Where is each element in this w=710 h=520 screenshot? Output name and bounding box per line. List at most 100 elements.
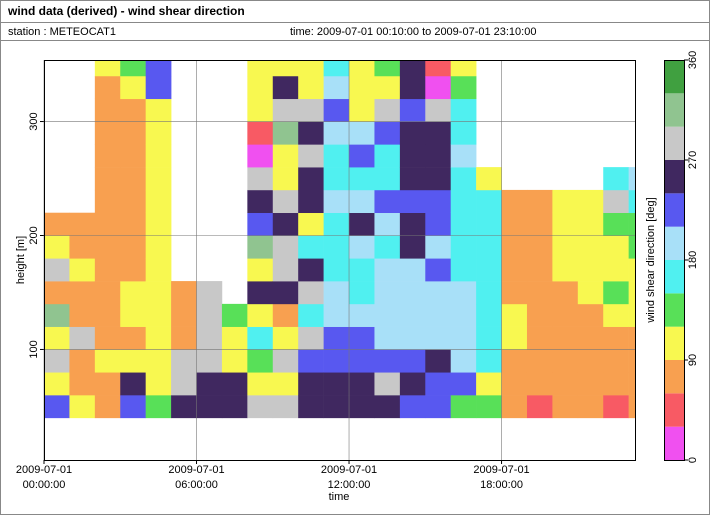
cell [425, 167, 452, 191]
plot-border [44, 60, 636, 461]
cell [577, 326, 604, 350]
cell [450, 189, 477, 214]
colorbar-segment [664, 160, 684, 194]
cell [120, 281, 146, 305]
cell [298, 144, 324, 168]
cell [603, 395, 629, 419]
time-range: time: 2009-07-01 00:10:00 to 2009-07-01 … [290, 26, 536, 38]
cell [145, 75, 172, 100]
cell [501, 303, 528, 327]
cell [374, 121, 401, 145]
cell [247, 349, 274, 373]
colorbar-segment [664, 426, 684, 460]
cell [120, 60, 146, 77]
cell [247, 75, 274, 100]
cell [399, 212, 426, 236]
cell [145, 349, 172, 373]
cell [298, 395, 324, 419]
cell [323, 326, 350, 350]
cell [552, 235, 579, 259]
cell [120, 167, 146, 191]
cell [476, 372, 502, 396]
cell [603, 189, 629, 214]
cell [298, 212, 324, 236]
cell [323, 121, 350, 145]
cell [298, 235, 324, 259]
cell [374, 258, 401, 282]
cell [628, 281, 636, 305]
colorbar-segment [664, 393, 684, 427]
cell [44, 212, 70, 236]
cell [272, 212, 299, 236]
colorbar-tick-label: 0 [687, 457, 699, 463]
cell [526, 189, 553, 214]
cell [349, 303, 375, 327]
cell [94, 98, 121, 122]
cell [69, 235, 96, 259]
cell [603, 258, 629, 282]
cell [577, 189, 604, 214]
cell [120, 189, 146, 214]
cell [603, 349, 629, 373]
cell [247, 98, 274, 122]
cell [145, 60, 172, 77]
cell [171, 372, 197, 396]
cell [552, 395, 579, 419]
cell [69, 258, 96, 282]
cell [501, 281, 528, 305]
cell [171, 326, 197, 350]
cell [145, 281, 172, 305]
cell [603, 326, 629, 350]
cell [577, 303, 604, 327]
cell [425, 121, 452, 145]
cell [476, 395, 502, 419]
cell [374, 349, 401, 373]
cell [399, 98, 426, 122]
cell [425, 235, 452, 259]
x-axis-label: time [329, 491, 350, 503]
colorbar-label: wind shear direction [deg] [645, 197, 657, 323]
y-axis-label: height [m] [15, 236, 27, 284]
cell [349, 235, 375, 259]
cell [425, 326, 452, 350]
cell [603, 212, 629, 236]
cell [171, 349, 197, 373]
cell [298, 121, 324, 145]
cell [94, 189, 121, 214]
cell [94, 326, 121, 350]
cell [425, 281, 452, 305]
cell [171, 395, 197, 419]
cell [298, 189, 324, 214]
cell [577, 212, 604, 236]
cell [145, 167, 172, 191]
cell [349, 121, 375, 145]
cell [69, 281, 96, 305]
cell [44, 395, 70, 419]
cell [425, 144, 452, 168]
cell [272, 395, 299, 419]
cell [349, 167, 375, 191]
cell [374, 395, 401, 419]
cell [552, 372, 579, 396]
cell [94, 349, 121, 373]
cell [298, 303, 324, 327]
cell [501, 189, 528, 214]
cell [425, 98, 452, 122]
cell [628, 372, 636, 396]
cell [399, 121, 426, 145]
cell [476, 235, 502, 259]
cell [145, 258, 172, 282]
cell [272, 372, 299, 396]
cell [221, 372, 248, 396]
cell [374, 235, 401, 259]
cell [349, 60, 375, 77]
cell [120, 75, 146, 100]
cell [323, 235, 350, 259]
y-tick-label: 300 [28, 112, 40, 130]
cell [425, 60, 452, 77]
cell [145, 189, 172, 214]
cell [298, 98, 324, 122]
cell [399, 60, 426, 77]
cell [501, 235, 528, 259]
cell [425, 258, 452, 282]
